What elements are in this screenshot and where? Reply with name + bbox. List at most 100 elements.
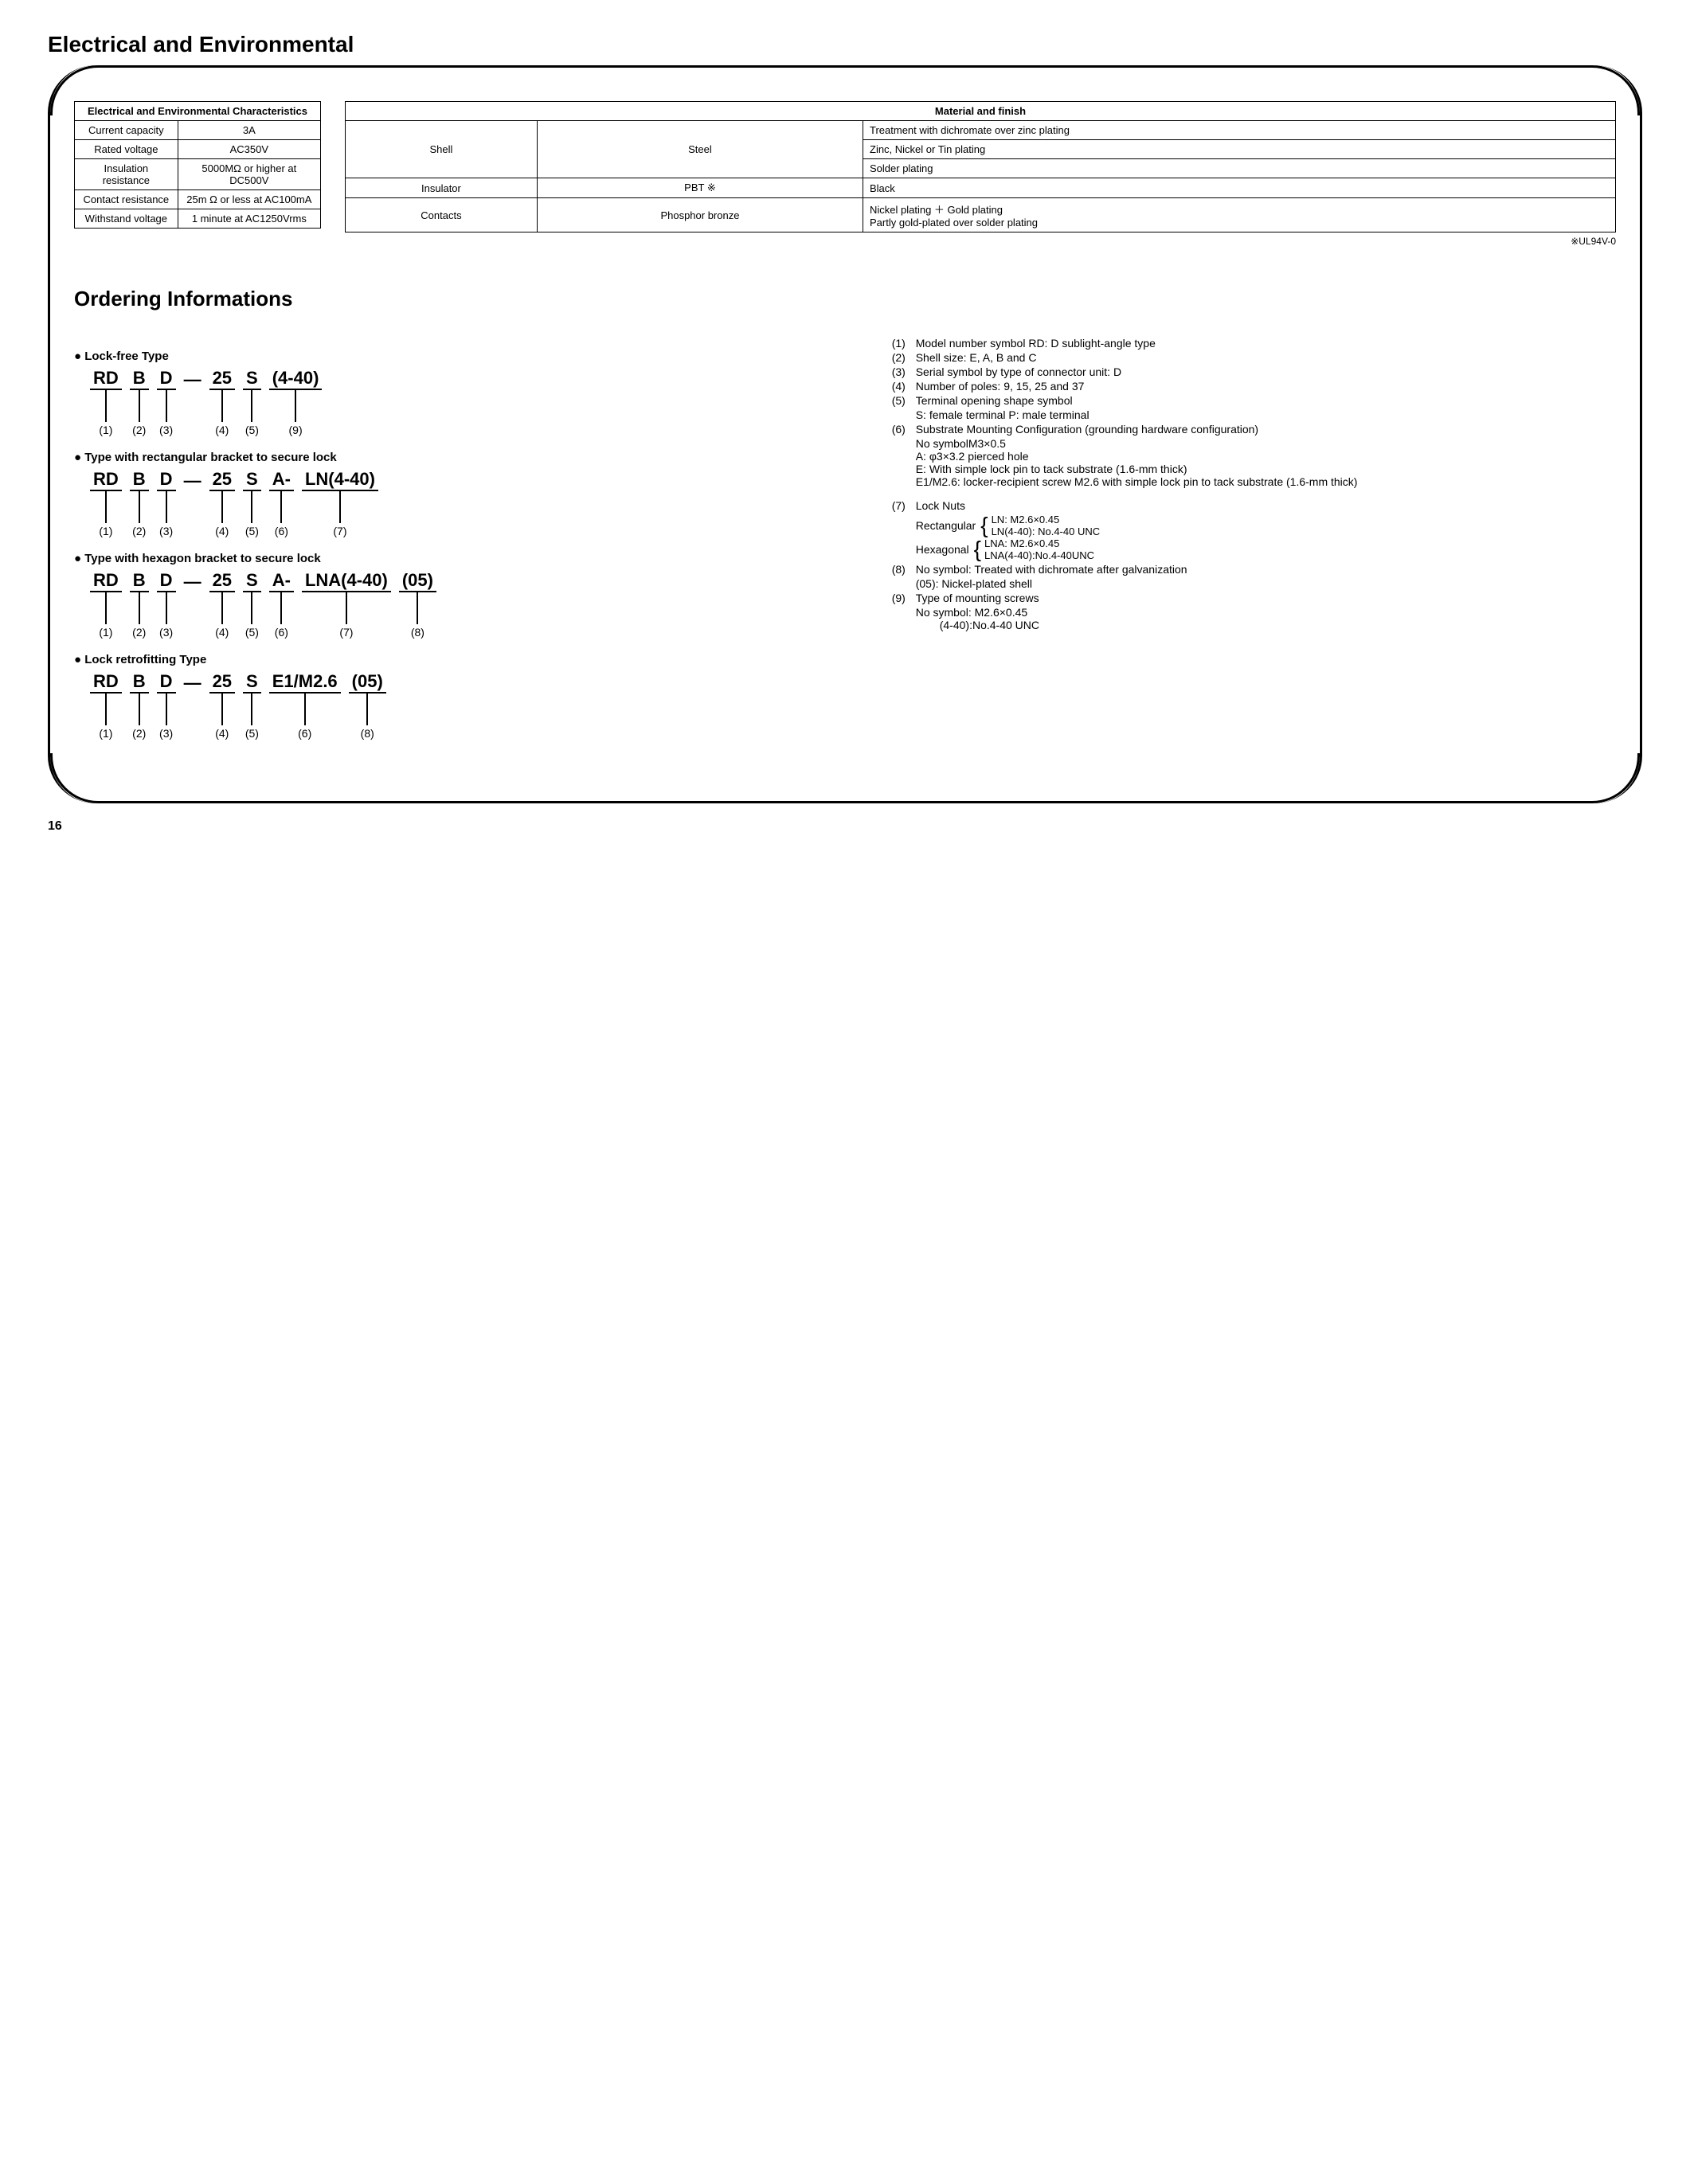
ec-param: Rated voltage <box>75 140 178 159</box>
legend-num: (4) <box>892 380 916 393</box>
brace-icon: { <box>974 538 981 561</box>
legend-item: (2)Shell size: E, A, B and C <box>892 351 1616 364</box>
pn-segment: LN(4-40)(7) <box>302 469 378 537</box>
pn-segment-ref: (7) <box>339 626 353 639</box>
rect-line-0: LN: M2.6×0.45 <box>992 514 1101 525</box>
legend-subline: S: female terminal P: male terminal <box>916 408 1616 421</box>
dash-separator: — <box>184 469 201 491</box>
pn-segment-ref: (1) <box>99 525 112 537</box>
pn-segment: 25(4) <box>209 469 235 537</box>
shell-treatment-0: Treatment with dichromate over zinc plat… <box>863 121 1616 140</box>
legend-subline: No symbolM3×0.5 <box>916 437 1616 450</box>
pn-segment-ref: (3) <box>159 727 173 740</box>
ec-value: 1 minute at AC1250Vrms <box>178 209 320 229</box>
hex-line-0: LNA: M2.6×0.45 <box>984 537 1094 549</box>
pn-segment-line <box>139 592 140 624</box>
pn-segment-ref: (9) <box>289 424 303 436</box>
pn-segment-ref: (5) <box>245 424 259 436</box>
pn-segment-line <box>251 390 252 422</box>
legend-item: (5)Terminal opening shape symbol <box>892 394 1616 407</box>
shell-label: Shell <box>346 121 538 178</box>
legend-9-num: (9) <box>892 592 916 604</box>
table-row: Contact resistance25m Ω or less at AC100… <box>75 190 321 209</box>
pn-segment-ref: (1) <box>99 626 112 639</box>
pn-segment-line <box>166 592 167 624</box>
pn-segment-line <box>280 491 282 523</box>
ec-value: 5000MΩ or higher at DC500V <box>178 159 320 190</box>
pn-segment-ref: (1) <box>99 424 112 436</box>
pn-retro-diagram: RD(1)B(2)D(3)—25(4)S(5)E1/M2.6(6)(05)(8) <box>90 671 876 740</box>
pn-lockfree-diagram: RD(1)B(2)D(3)—25(4)S(5)(4-40)(9) <box>90 368 876 436</box>
pn-segment-text: D <box>157 469 176 491</box>
legend-7: (7) Lock Nuts <box>892 499 1616 512</box>
table-row: Insulation resistance5000MΩ or higher at… <box>75 159 321 190</box>
material-finish-table: Material and finish Shell Steel Treatmen… <box>345 101 1616 232</box>
insulator-finish: Black <box>863 178 1616 198</box>
pn-hex-diagram: RD(1)B(2)D(3)—25(4)S(5)A-(6)LNA(4-40)(7)… <box>90 570 876 639</box>
pn-segment-text: B <box>130 671 149 693</box>
ec-param: Current capacity <box>75 121 178 140</box>
pn-segment: B(2) <box>130 368 149 436</box>
pn-segment-ref: (2) <box>132 525 146 537</box>
pn-segment: S(5) <box>243 671 261 740</box>
table-row: Withstand voltage1 minute at AC1250Vrms <box>75 209 321 229</box>
pn-segment-line <box>221 491 223 523</box>
ul-footnote: ※UL94V-0 <box>345 236 1616 247</box>
legend-7-rect: Rectangular { LN: M2.6×0.45 LN(4-40): No… <box>916 514 1616 537</box>
legend-text: Terminal opening shape symbol <box>916 394 1073 407</box>
pn-segment-ref: (6) <box>275 626 288 639</box>
pn-segment-line <box>346 592 347 624</box>
pn-segment-ref: (4) <box>215 727 229 740</box>
legend-subline: A: φ3×3.2 pierced hole <box>916 450 1616 463</box>
legend-num: (1) <box>892 337 916 350</box>
legend-8-num: (8) <box>892 563 916 576</box>
pn-segment-text: D <box>157 368 176 390</box>
pn-segment-text: S <box>243 671 261 693</box>
legend-9-text: Type of mounting screws <box>916 592 1039 604</box>
pn-segment: RD(1) <box>90 368 122 436</box>
dash-separator: — <box>184 368 201 390</box>
pn-segment-text: LNA(4-40) <box>302 570 391 592</box>
rect-brace-label: Rectangular <box>916 519 976 532</box>
legend-num: (5) <box>892 394 916 407</box>
contacts-finish: Nickel plating ＋ Gold plating Partly gol… <box>863 198 1616 232</box>
legend-num: (6) <box>892 423 916 436</box>
legend-8: (8) No symbol: Treated with dichromate a… <box>892 563 1616 576</box>
page-title: Electrical and Environmental <box>48 32 1642 57</box>
legend-9: (9) Type of mounting screws <box>892 592 1616 604</box>
pn-segment: 25(4) <box>209 671 235 740</box>
pn-segment-ref: (8) <box>361 727 374 740</box>
legend-7-hex: Hexagonal { LNA: M2.6×0.45 LNA(4-40):No.… <box>916 537 1616 561</box>
legend-8-text: No symbol: Treated with dichromate after… <box>916 563 1187 576</box>
legend-item: (3)Serial symbol by type of connector un… <box>892 365 1616 378</box>
pn-segment-line <box>105 390 107 422</box>
pn-segment-line <box>251 693 252 725</box>
pn-segment: B(2) <box>130 469 149 537</box>
pn-segment-line <box>251 592 252 624</box>
pn-segment-text: RD <box>90 469 122 491</box>
ec-table-caption: Electrical and Environmental Characteris… <box>75 102 321 121</box>
rect-line-1: LN(4-40): No.4-40 UNC <box>992 525 1101 537</box>
shell-treatment-1: Zinc, Nickel or Tin plating <box>863 140 1616 159</box>
pn-segment: E1/M2.6(6) <box>269 671 341 740</box>
ec-value: 25m Ω or less at AC100mA <box>178 190 320 209</box>
pn-segment: S(5) <box>243 469 261 537</box>
legend-subline: E1/M2.6: locker-recipient screw M2.6 wit… <box>916 475 1616 488</box>
legend-num: (3) <box>892 365 916 378</box>
pn-segment: D(3) <box>157 570 176 639</box>
table-row: Rated voltageAC350V <box>75 140 321 159</box>
hex-line-1: LNA(4-40):No.4-40UNC <box>984 549 1094 561</box>
ec-param: Contact resistance <box>75 190 178 209</box>
pn-segment-ref: (2) <box>132 727 146 740</box>
mat-table-caption: Material and finish <box>346 102 1616 121</box>
pn-segment-text: (05) <box>349 671 386 693</box>
pn-segment-line <box>339 491 341 523</box>
retro-head: ● Lock retrofitting Type <box>74 653 876 666</box>
hex-head: ● Type with hexagon bracket to secure lo… <box>74 552 876 565</box>
pn-segment-ref: (1) <box>99 727 112 740</box>
pn-segment-text: D <box>157 671 176 693</box>
pn-segment: A-(6) <box>269 469 294 537</box>
pn-segment: B (2) <box>130 671 149 740</box>
legend-num: (2) <box>892 351 916 364</box>
insulator-material: PBT ※ <box>537 178 863 198</box>
